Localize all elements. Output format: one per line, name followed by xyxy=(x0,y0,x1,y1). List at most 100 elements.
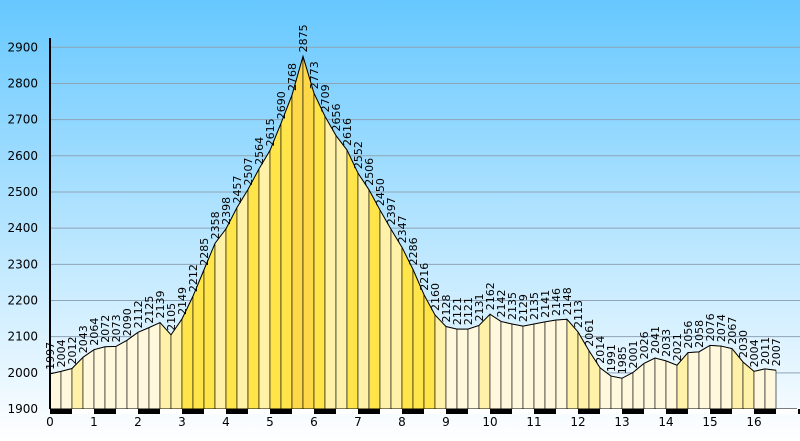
profile-segment xyxy=(93,346,106,410)
elevation-label: 2135 xyxy=(528,292,541,320)
km-band-cell xyxy=(248,409,270,414)
elevation-label: 2072 xyxy=(99,315,112,343)
y-axis-tick-labels: 1900 2000 2100 2200 2300 2400 2500 2600 2700 2800… xyxy=(7,40,38,416)
elevation-label: 2026 xyxy=(638,331,651,359)
x-tick-label: 11 xyxy=(526,415,541,429)
profile-segment xyxy=(500,321,513,410)
profile-segment xyxy=(434,314,447,410)
elevation-label: 2457 xyxy=(231,176,244,204)
profile-segment xyxy=(566,318,579,410)
elevation-label: 2162 xyxy=(484,282,497,310)
profile-segment xyxy=(148,322,161,410)
elevation-label: 2058 xyxy=(693,320,706,348)
elevation-label: 2142 xyxy=(495,289,508,317)
profile-segment xyxy=(49,371,62,410)
profile-segment xyxy=(511,323,524,410)
x-tick-label: 5 xyxy=(266,415,274,429)
elevation-label: 2358 xyxy=(209,211,222,239)
elevation-label: 2397 xyxy=(385,197,398,225)
elevation-label: 2043 xyxy=(77,325,90,353)
profile-segment xyxy=(82,349,95,410)
elevation-label: 2021 xyxy=(671,333,684,361)
elevation-label: 2615 xyxy=(264,118,277,146)
elevation-label: 2347 xyxy=(396,215,409,243)
elevation-label: 2564 xyxy=(253,137,266,165)
profile-segment xyxy=(753,368,766,410)
x-tick-label: 15 xyxy=(702,415,717,429)
km-band-cell xyxy=(622,409,644,414)
profile-segment xyxy=(324,115,337,410)
elevation-label: 2128 xyxy=(440,295,453,323)
km-band-cell xyxy=(754,409,776,414)
profile-segment xyxy=(236,188,249,410)
profile-segment xyxy=(610,375,623,410)
elevation-label: 2398 xyxy=(220,197,233,225)
elevation-label: 1991 xyxy=(605,344,618,372)
y-tick-label: 1900 xyxy=(7,402,38,416)
x-tick-label: 12 xyxy=(570,415,585,429)
elevation-label: 2125 xyxy=(143,296,156,324)
profile-segment xyxy=(555,318,568,410)
elevation-label: 2616 xyxy=(341,118,354,146)
km-band-cell xyxy=(468,409,490,414)
elevation-label: 2149 xyxy=(176,287,189,315)
elevation-label: 2121 xyxy=(451,297,464,325)
km-band-cell xyxy=(226,409,248,414)
profile-segment xyxy=(357,172,370,410)
y-tick-label: 2400 xyxy=(7,221,38,235)
elevation-label: 2056 xyxy=(682,321,695,349)
elevation-label: 2074 xyxy=(715,314,728,342)
elevation-label: 2507 xyxy=(242,157,255,185)
elevation-label: 2506 xyxy=(363,158,376,186)
profile-segment xyxy=(104,346,117,410)
km-band-cell xyxy=(380,409,402,414)
elevation-label: 2014 xyxy=(594,336,607,364)
profile-segment xyxy=(258,149,271,410)
elevation-label: 1997 xyxy=(44,342,57,370)
km-band-cell xyxy=(424,409,446,414)
elevation-label: 2148 xyxy=(561,287,574,315)
profile-segment xyxy=(225,207,238,410)
x-tick-label: 8 xyxy=(398,415,406,429)
y-tick-label: 2700 xyxy=(7,113,38,127)
elevation-label: 2286 xyxy=(407,237,420,265)
elevation-label: 2073 xyxy=(110,314,123,342)
km-band-cell xyxy=(336,409,358,414)
x-tick-label: 16 xyxy=(746,415,761,429)
profile-segment xyxy=(368,189,381,410)
x-tick-label: 1 xyxy=(90,415,98,429)
km-band-cell xyxy=(534,409,556,414)
profile-segment xyxy=(159,321,172,410)
elevation-label: 1985 xyxy=(616,346,629,374)
y-tick-label: 2900 xyxy=(7,40,38,54)
elevation-label: 2076 xyxy=(704,313,717,341)
elevation-label: 2709 xyxy=(319,84,332,112)
profile-segment xyxy=(489,313,502,410)
elevation-label: 2090 xyxy=(121,308,134,336)
elevation-label: 2131 xyxy=(473,293,486,321)
km-band-cell xyxy=(600,409,622,414)
y-tick-label: 2600 xyxy=(7,149,38,163)
profile-segment xyxy=(467,325,480,410)
km-band-cell xyxy=(732,409,754,414)
elevation-label: 2656 xyxy=(330,104,343,132)
elevation-label: 2030 xyxy=(737,330,750,358)
elevation-label: 2160 xyxy=(429,283,442,311)
profile-segment xyxy=(709,345,722,410)
km-band xyxy=(50,409,800,414)
profile-segment xyxy=(280,94,293,410)
km-band-cell xyxy=(292,409,314,414)
profile-segment xyxy=(698,344,711,410)
elevation-label: 2146 xyxy=(550,288,563,316)
x-tick-label: 7 xyxy=(354,415,362,429)
km-band-cell xyxy=(688,409,710,414)
km-band-cell xyxy=(314,409,336,414)
profile-segment xyxy=(137,327,150,410)
elevation-label: 2001 xyxy=(627,340,640,368)
km-band-cell xyxy=(204,409,226,414)
y-tick-label: 2800 xyxy=(7,76,38,90)
x-tick-label: 3 xyxy=(178,415,186,429)
km-band-cell xyxy=(50,409,72,414)
km-band-cell xyxy=(402,409,424,414)
